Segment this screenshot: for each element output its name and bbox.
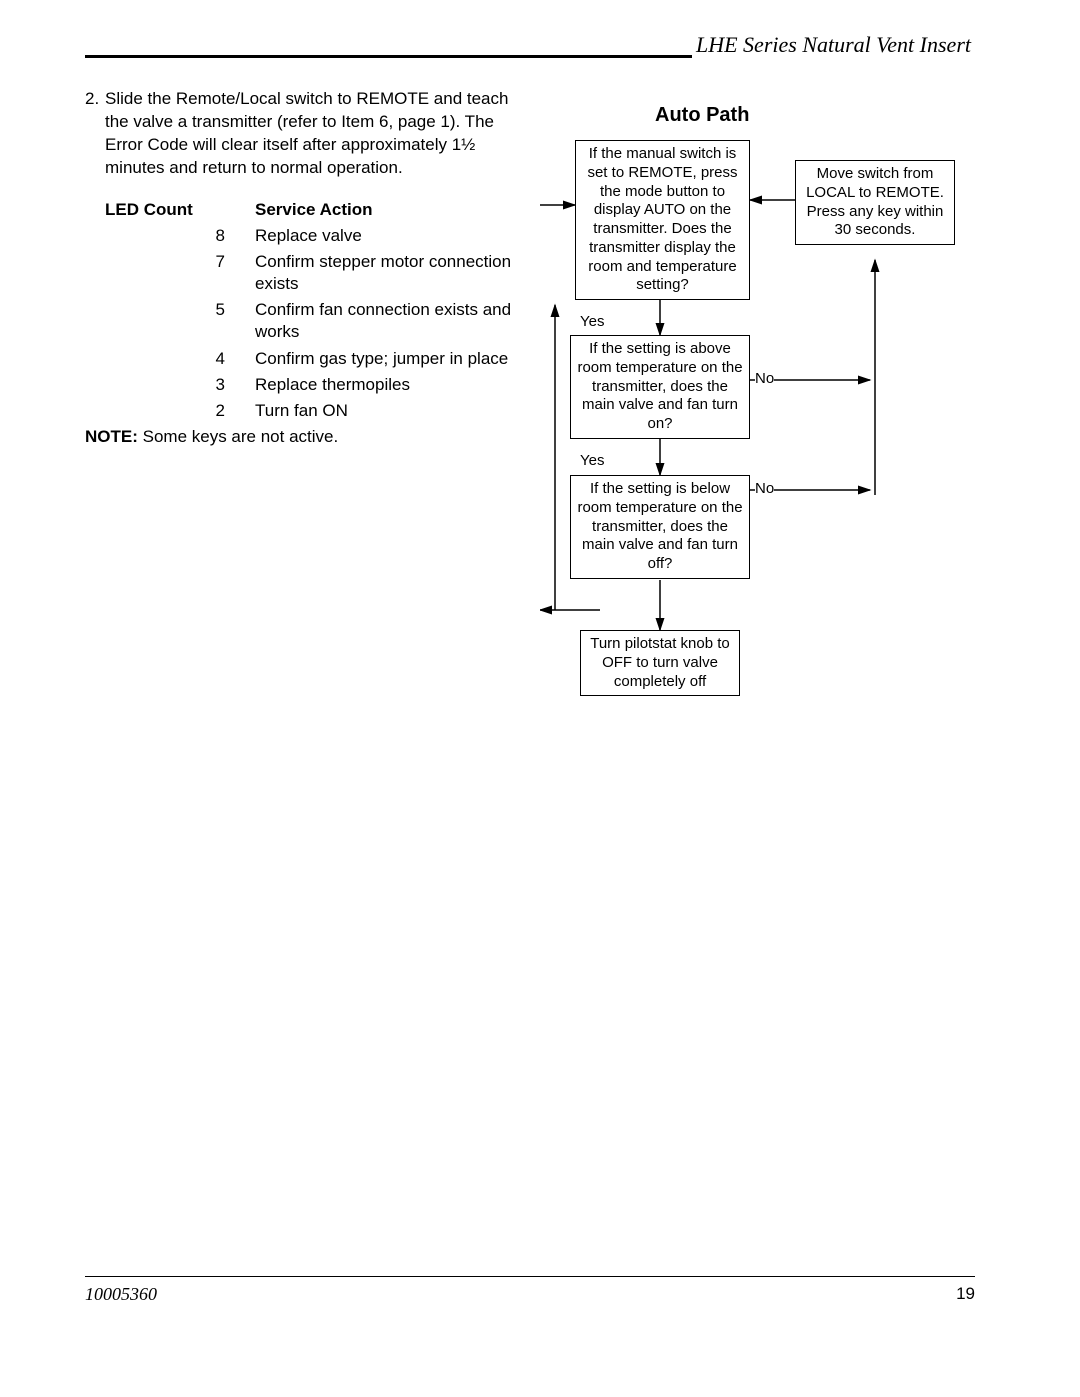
flow-box-5: Turn pilotstat knob to OFF to turn valve…	[580, 630, 740, 696]
table-row: 3 Replace thermopiles	[105, 374, 515, 396]
flowchart: If the manual switch is set to REMOTE, p…	[540, 130, 1000, 740]
led-count: 4	[105, 348, 255, 370]
led-count: 2	[105, 400, 255, 422]
service-action: Replace valve	[255, 225, 515, 247]
service-action: Turn fan ON	[255, 400, 515, 422]
flow-box-2: Move switch from LOCAL to REMOTE. Press …	[795, 160, 955, 245]
flow-box-3: If the setting is above room temperature…	[570, 335, 750, 439]
step-text-block: 2. Slide the Remote/Local switch to REMO…	[105, 88, 515, 180]
led-count: 7	[105, 251, 255, 295]
footer-page-number: 19	[956, 1284, 975, 1304]
footer-doc-id: 10005360	[85, 1284, 157, 1305]
flow-label-no-2: No	[755, 480, 774, 497]
note-label: NOTE:	[85, 427, 138, 446]
header-title: LHE Series Natural Vent Insert	[692, 32, 975, 58]
step-number: 2.	[85, 88, 99, 111]
table-row: 2 Turn fan ON	[105, 400, 515, 422]
note-text: Some keys are not active.	[138, 427, 338, 446]
footer-rule	[85, 1276, 975, 1277]
flow-label-yes-2: Yes	[580, 452, 604, 469]
table-header-row: LED Count Service Action	[105, 199, 515, 221]
flow-label-yes-1: Yes	[580, 313, 604, 330]
led-table: LED Count Service Action 8 Replace valve…	[105, 195, 515, 422]
step-text: Slide the Remote/Local switch to REMOTE …	[105, 89, 508, 177]
led-count: 3	[105, 374, 255, 396]
flow-box-1: If the manual switch is set to REMOTE, p…	[575, 140, 750, 300]
flow-box-4: If the setting is below room temperature…	[570, 475, 750, 579]
service-action: Confirm fan connection exists and works	[255, 299, 515, 343]
note-line: NOTE: Some keys are not active.	[85, 427, 338, 447]
table-row: 8 Replace valve	[105, 225, 515, 247]
table-row: 7 Confirm stepper motor connection exist…	[105, 251, 515, 295]
page: LHE Series Natural Vent Insert 2. Slide …	[0, 0, 1080, 1397]
led-count: 5	[105, 299, 255, 343]
service-action: Replace thermopiles	[255, 374, 515, 396]
col-header-led: LED Count	[105, 199, 255, 221]
service-action: Confirm stepper motor connection exists	[255, 251, 515, 295]
table-row: 4 Confirm gas type; jumper in place	[105, 348, 515, 370]
flow-label-no-1: No	[755, 370, 774, 387]
service-action: Confirm gas type; jumper in place	[255, 348, 515, 370]
col-header-action: Service Action	[255, 199, 515, 221]
table-row: 5 Confirm fan connection exists and work…	[105, 299, 515, 343]
flowchart-title: Auto Path	[655, 104, 749, 127]
led-count: 8	[105, 225, 255, 247]
